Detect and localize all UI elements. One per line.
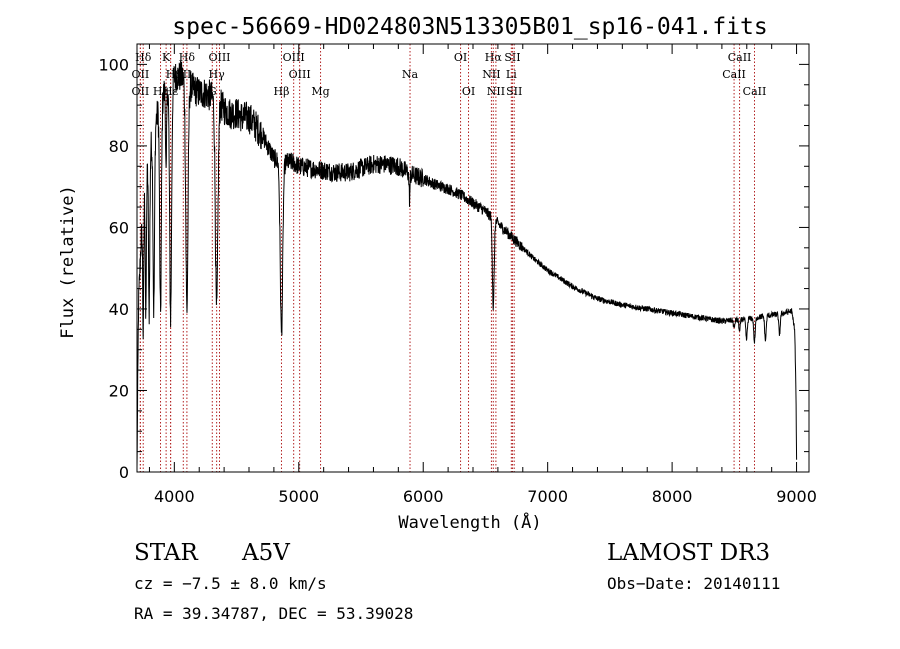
y-tick-label: 60: [109, 218, 129, 237]
line-marker-label: Hδ: [179, 51, 196, 64]
x-tick-label: 4000: [154, 487, 195, 506]
line-marker-label: NII: [482, 68, 500, 81]
y-tick-label: 100: [98, 55, 129, 74]
spectrum-line: [136, 60, 798, 467]
line-marker-label: Hα: [485, 51, 503, 64]
y-tick-label: 40: [109, 300, 129, 319]
x-tick-label: 5000: [278, 487, 319, 506]
line-marker-label: Hβ: [274, 85, 290, 98]
line-marker-label: Na: [402, 68, 419, 81]
line-marker-label: CaII: [743, 85, 767, 98]
survey-name: LAMOST DR3: [607, 540, 771, 566]
line-marker-label: OIII: [208, 51, 230, 64]
chart-title: spec-56669-HD024803N513305B01_sp16-041.f…: [172, 14, 767, 40]
x-tick-label: 8000: [652, 487, 693, 506]
line-marker-label: OIII: [289, 68, 311, 81]
line-marker-label: Li: [506, 68, 517, 81]
line-marker-label: Hδ: [135, 51, 152, 64]
x-tick-label: 7000: [527, 487, 568, 506]
line-marker-label: Mg: [311, 85, 329, 98]
line-marker-label: CaII: [728, 51, 752, 64]
axis-ticks: 4000 5000 6000 7000 8000 9000 0 20 40 60 80 100: [98, 43, 817, 506]
line-marker-label: OI: [462, 85, 475, 98]
y-tick-label: 0: [119, 463, 129, 482]
line-marker-label: SII: [504, 51, 520, 64]
line-marker-label: CaII: [722, 68, 746, 81]
line-marker-label: OIII: [283, 51, 305, 64]
line-marker-label: SII: [506, 85, 522, 98]
object-type: STAR: [134, 540, 198, 566]
x-tick-label: 6000: [403, 487, 444, 506]
line-marker-label: OII: [132, 68, 150, 81]
line-marker-label: NII: [487, 85, 505, 98]
y-tick-label: 80: [109, 137, 129, 156]
coordinates: RA = 39.34787, DEC = 53.39028: [134, 604, 414, 623]
x-tick-label: 9000: [776, 487, 817, 506]
redshift-text: cz = −7.5 ± 8.0 km/s: [134, 574, 327, 593]
line-marker-label: OI: [454, 51, 467, 64]
line-marker-label: OII: [132, 85, 150, 98]
line-marker-label: K: [162, 51, 171, 64]
line-marker-label: H: [166, 68, 176, 81]
y-tick-label: 20: [109, 381, 129, 400]
spectral-subclass: A5V: [242, 540, 290, 566]
line-marker-label: Hγ: [209, 68, 226, 81]
y-axis-label: Flux (relative): [58, 185, 78, 339]
x-axis-label: Wavelength (Å): [398, 511, 541, 533]
obs-date: Obs−Date: 20140111: [607, 574, 781, 593]
